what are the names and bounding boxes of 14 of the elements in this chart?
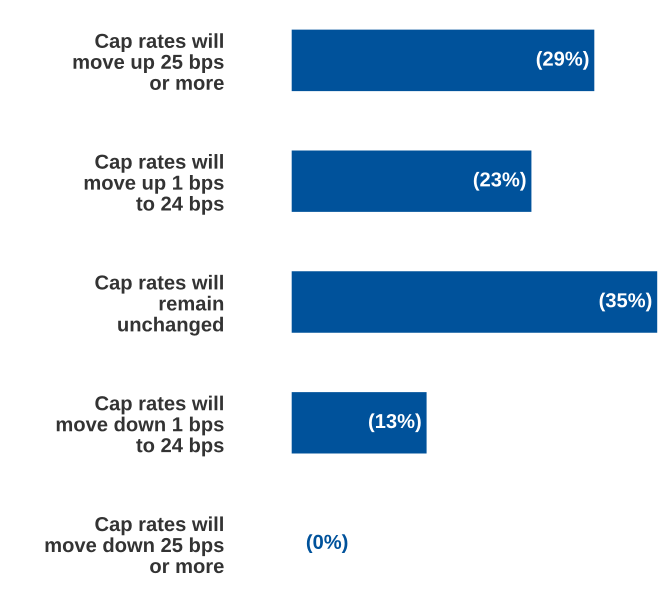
y-tick-label: Cap rates will remain unchanged bbox=[95, 274, 224, 336]
y-tick-label: Cap rates will move down 25 bps or more bbox=[46, 516, 224, 574]
data-label: (0%) bbox=[306, 534, 348, 553]
bar bbox=[291, 149, 533, 214]
data-label: (35%) bbox=[600, 292, 652, 312]
y-tick-label: Cap rates will move down 1 bps to 24 bps bbox=[56, 396, 224, 456]
data-label: (29%) bbox=[536, 51, 588, 70]
bar bbox=[291, 390, 428, 455]
data-label: (13%) bbox=[369, 413, 421, 432]
y-tick-label: Cap rates will move up 25 bps or more bbox=[73, 33, 224, 90]
data-label: (23%) bbox=[474, 172, 526, 191]
bar bbox=[291, 28, 596, 93]
bar bbox=[291, 270, 659, 334]
y-tick-label: Cap rates will move up 1 bps to 24 bps bbox=[84, 154, 224, 215]
